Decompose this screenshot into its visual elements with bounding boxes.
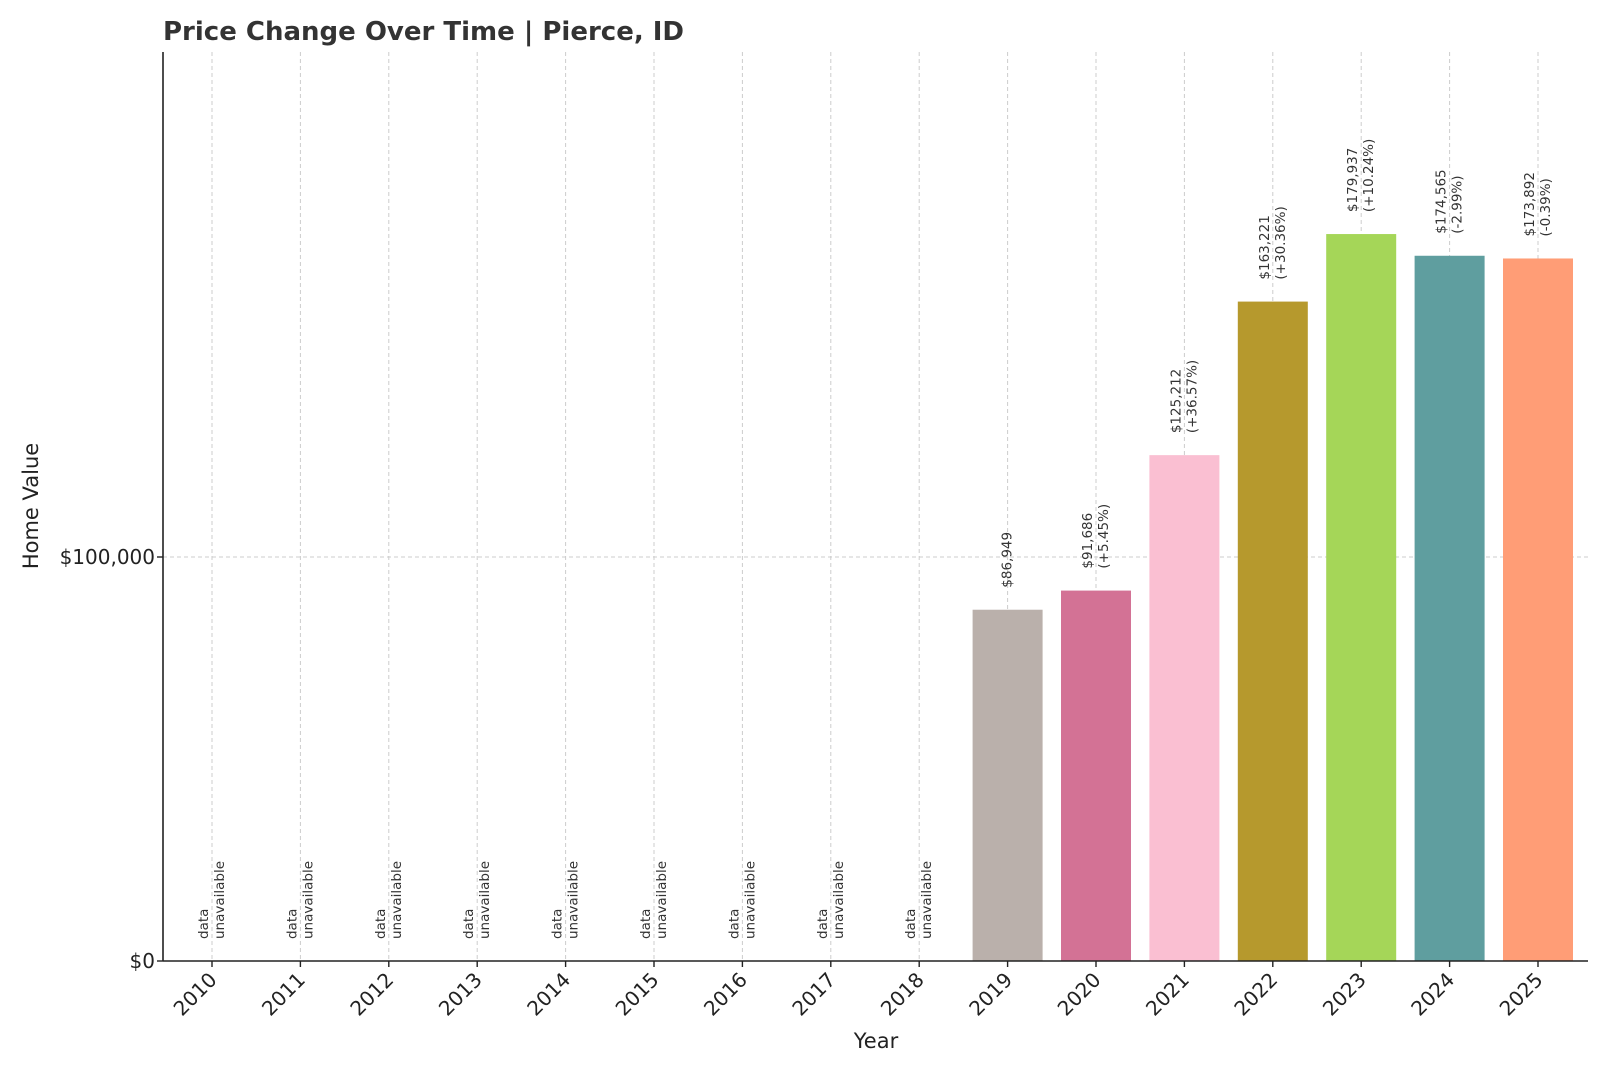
bar-value-label: $86,949 — [1000, 532, 1016, 588]
x-tick-label: 2025 — [1495, 968, 1548, 1021]
x-axis-ticks: 2010 2011 2012 2013 2014 2015 2016 2017 2018 2019… — [169, 961, 1548, 1021]
x-tick-label: 2012 — [345, 968, 398, 1021]
unavailable-label-line: data — [550, 909, 566, 939]
bar-change-text: (+30.36%) — [1273, 206, 1289, 279]
bar-2023 — [1326, 234, 1397, 962]
bar-labels: dataunavailable dataunavailable dataunavai… — [196, 139, 1554, 939]
bar-value-text: $125,212 — [1168, 369, 1184, 433]
unavailable-label-line: data — [373, 909, 389, 939]
x-tick-label: 2013 — [434, 968, 487, 1021]
bar-value-text: $179,937 — [1345, 148, 1361, 212]
x-tick-label: 2017 — [787, 968, 840, 1021]
x-tick-label: 2019 — [964, 968, 1017, 1021]
x-tick-label: 2014 — [522, 968, 575, 1021]
unavailable-label-line: data — [815, 909, 831, 939]
bar-change-text: (-2.99%) — [1450, 175, 1466, 233]
x-tick-label: 2018 — [876, 968, 929, 1021]
bar-change-text: (+36.57%) — [1184, 360, 1200, 433]
y-tick-label: $0 — [130, 949, 155, 973]
bar-value-label: $179,937(+10.24%) — [1345, 139, 1377, 212]
x-axis-label: Year — [853, 1029, 899, 1053]
bar-change-text: (-0.39%) — [1538, 178, 1554, 236]
unavailable-label: dataunavailable — [284, 861, 316, 939]
x-tick-label: 2020 — [1053, 968, 1106, 1021]
unavailable-label: dataunavailable — [903, 861, 935, 939]
bar-2020 — [1061, 590, 1131, 961]
unavailable-label: dataunavailable — [373, 861, 405, 939]
bar-value-label: $174,565(-2.99%) — [1434, 169, 1466, 233]
unavailable-label: dataunavailable — [461, 861, 493, 939]
unavailable-label-line: data — [726, 909, 742, 939]
bar-2025 — [1503, 258, 1573, 961]
x-tick-label: 2011 — [257, 968, 310, 1021]
bar-change-text: (+5.45%) — [1096, 504, 1112, 569]
bar-2022 — [1237, 301, 1308, 961]
unavailable-label-line: data — [903, 909, 919, 939]
unavailable-label-line: unavailable — [477, 861, 493, 939]
x-tick-label: 2016 — [699, 968, 752, 1021]
unavailable-label: dataunavailable — [550, 861, 582, 939]
unavailable-label-line: data — [461, 909, 477, 939]
bar-value-label: $173,892(-0.39%) — [1522, 172, 1554, 236]
bar-value-text: $174,565 — [1434, 169, 1450, 233]
unavailable-label-line: unavailable — [831, 861, 847, 939]
x-tick-label: 2015 — [611, 968, 664, 1021]
chart-title: Price Change Over Time | Pierce, ID — [163, 17, 684, 47]
x-tick-label: 2021 — [1141, 968, 1194, 1021]
x-tick-label: 2010 — [169, 968, 222, 1021]
unavailable-label-line: unavailable — [389, 861, 405, 939]
bar-2021 — [1149, 455, 1220, 961]
unavailable-label-line: data — [638, 909, 654, 939]
unavailable-label-line: data — [284, 909, 300, 939]
unavailable-label: dataunavailable — [815, 861, 847, 939]
bar-value-text: $163,221 — [1257, 215, 1273, 279]
bar-value-text: $91,686 — [1080, 513, 1096, 569]
bar-2019 — [972, 609, 1043, 961]
unavailable-label-line: unavailable — [742, 861, 758, 939]
bar-value-text: $86,949 — [1000, 532, 1016, 588]
bar-value-label: $163,221(+30.36%) — [1257, 206, 1289, 279]
y-axis-label: Home Value — [19, 443, 43, 569]
unavailable-label: dataunavailable — [726, 861, 758, 939]
bar-value-text: $173,892 — [1522, 172, 1538, 236]
unavailable-label-line: unavailable — [212, 861, 228, 939]
unavailable-label-line: data — [196, 909, 212, 939]
unavailable-label-line: unavailable — [300, 861, 316, 939]
bars — [972, 234, 1573, 962]
y-tick-label: $100,000 — [60, 545, 155, 569]
unavailable-label-line: unavailable — [566, 861, 582, 939]
x-tick-label: 2024 — [1406, 968, 1459, 1021]
unavailable-label-line: unavailable — [919, 861, 935, 939]
bar-value-label: $91,686(+5.45%) — [1080, 504, 1112, 569]
x-tick-label: 2022 — [1229, 968, 1282, 1021]
unavailable-label: dataunavailable — [196, 861, 228, 939]
y-axis-ticks: $0 $100,000 — [60, 545, 163, 973]
bar-value-label: $125,212(+36.57%) — [1168, 360, 1200, 433]
x-tick-label: 2023 — [1318, 968, 1371, 1021]
bar-change-text: (+10.24%) — [1361, 139, 1377, 212]
bar-2024 — [1414, 255, 1485, 962]
unavailable-label-line: unavailable — [654, 861, 670, 939]
unavailable-label: dataunavailable — [638, 861, 670, 939]
